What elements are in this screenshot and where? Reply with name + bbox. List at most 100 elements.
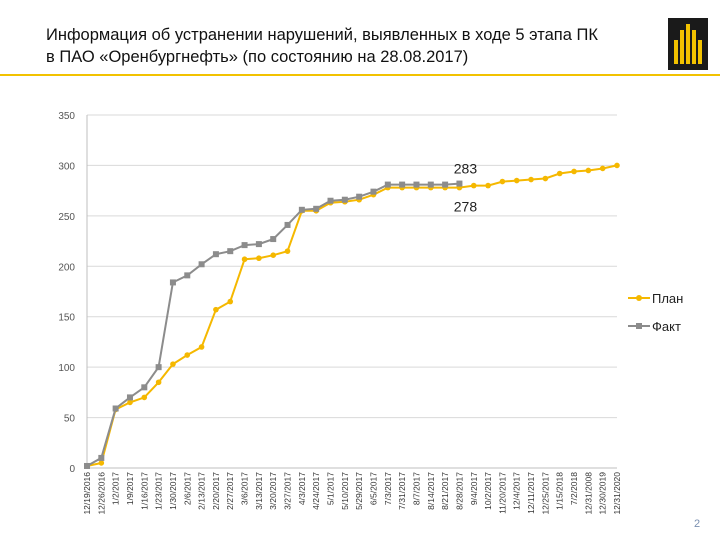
x-tick-label: 1/2/2017: [111, 472, 121, 505]
data-point-fact: [370, 188, 377, 195]
data-point-plan: [170, 361, 176, 367]
data-point-fact: [356, 193, 363, 200]
legend-marker: [636, 295, 642, 301]
data-point-fact: [327, 197, 334, 204]
x-tick-label: 1/15/2018: [555, 472, 565, 510]
data-point-plan: [585, 167, 592, 174]
data-point-fact: [98, 454, 105, 461]
x-tick-label: 3/6/2017: [240, 472, 250, 505]
data-point-fact: [255, 241, 262, 248]
data-point-plan: [256, 255, 262, 262]
data-point-plan: [213, 306, 219, 313]
data-point-fact: [399, 181, 406, 188]
data-label: 283: [454, 161, 478, 177]
data-point-plan: [184, 352, 191, 358]
legend-marker: [636, 323, 642, 329]
title-line-2: в ПАО «Оренбургнефть» (по состоянию на 2…: [46, 48, 469, 66]
data-point-fact: [456, 180, 463, 187]
x-tick-label: 12/25/2017: [540, 472, 550, 515]
data-point-plan: [528, 176, 534, 183]
data-point-fact: [384, 181, 391, 188]
data-point-plan: [599, 165, 606, 172]
data-point-fact: [341, 196, 348, 203]
data-point-fact: [313, 205, 320, 212]
y-tick-label: 50: [64, 414, 76, 425]
x-tick-label: 12/31/2020: [612, 472, 622, 515]
x-tick-label: 4/24/2017: [311, 472, 321, 510]
data-point-plan: [499, 178, 506, 185]
page-title: Информация об устранении нарушений, выяв…: [46, 24, 656, 68]
x-tick-label: 3/20/2017: [268, 472, 278, 510]
x-tick-label: 12/26/2016: [96, 472, 106, 515]
data-point-plan: [614, 162, 620, 169]
data-point-fact: [212, 251, 219, 258]
data-point-plan: [513, 177, 520, 184]
x-tick-label: 7/31/2017: [397, 472, 407, 510]
x-tick-label: 12/30/2019: [598, 472, 608, 515]
data-point-plan: [485, 182, 491, 189]
data-point-plan: [155, 379, 162, 386]
x-tick-label: 1/30/2017: [168, 472, 178, 510]
data-point-plan: [470, 182, 477, 189]
x-tick-label: 8/21/2017: [440, 472, 450, 510]
data-point-plan: [98, 460, 105, 466]
y-tick-label: 100: [58, 363, 75, 374]
data-point-fact: [413, 181, 420, 188]
company-logo-icon: [668, 18, 708, 70]
x-tick-label: 2/13/2017: [197, 472, 207, 510]
data-point-plan: [556, 170, 563, 177]
data-point-plan: [284, 248, 291, 254]
x-tick-label: 8/14/2017: [426, 472, 436, 510]
data-point-fact: [184, 272, 191, 279]
legend-label: Факт: [652, 319, 681, 334]
legend-label: План: [652, 291, 683, 306]
x-tick-label: 2/6/2017: [182, 472, 192, 505]
data-point-plan: [141, 394, 148, 401]
x-tick-label: 7/3/2017: [383, 472, 393, 505]
x-tick-label: 1/16/2017: [139, 472, 149, 510]
x-tick-label: 5/1/2017: [326, 472, 336, 505]
data-point-fact: [126, 394, 133, 401]
data-point-plan: [127, 399, 133, 406]
x-tick-label: 6/5/2017: [368, 472, 378, 505]
header-divider: [0, 74, 720, 76]
data-point-plan: [198, 344, 205, 350]
x-tick-label: 12/4/2017: [512, 472, 522, 510]
y-tick-label: 350: [58, 111, 75, 122]
data-point-fact: [112, 405, 119, 412]
data-point-fact: [169, 279, 176, 286]
data-point-fact: [227, 248, 234, 255]
title-line-1: Информация об устранении нарушений, выяв…: [46, 26, 598, 44]
series-line-fact: [86, 182, 460, 467]
data-point-plan: [270, 252, 277, 258]
x-tick-label: 2/27/2017: [225, 472, 235, 510]
data-point-fact: [141, 384, 148, 391]
y-tick-label: 250: [58, 212, 75, 223]
x-tick-label: 5/10/2017: [340, 472, 350, 510]
data-point-fact: [241, 242, 248, 249]
x-tick-label: 10/2/2017: [483, 472, 493, 510]
x-tick-label: 5/29/2017: [354, 472, 364, 510]
data-point-fact: [427, 181, 434, 188]
x-tick-label: 12/11/2017: [526, 472, 536, 514]
data-label: 278: [454, 199, 478, 215]
x-tick-label: 12/31/2008: [583, 472, 593, 515]
data-point-plan: [571, 168, 577, 175]
x-tick-label: 9/4/2017: [469, 472, 479, 505]
data-point-fact: [198, 261, 205, 268]
data-point-plan: [542, 175, 549, 182]
x-tick-label: 11/20/2017: [497, 472, 507, 514]
x-tick-label: 7/2/2018: [569, 472, 579, 505]
x-tick-label: 4/3/2017: [297, 472, 307, 505]
x-tick-label: 3/27/2017: [283, 472, 293, 510]
data-point-fact: [155, 364, 162, 371]
x-tick-label: 1/23/2017: [154, 472, 164, 510]
data-point-fact: [270, 236, 277, 243]
x-tick-label: 1/9/2017: [125, 472, 135, 505]
x-tick-label: 8/28/2017: [454, 472, 464, 510]
x-tick-label: 2/20/2017: [211, 472, 221, 510]
x-tick-label: 8/7/2017: [411, 472, 421, 505]
y-tick-label: 150: [58, 313, 75, 324]
data-point-plan: [241, 256, 248, 263]
